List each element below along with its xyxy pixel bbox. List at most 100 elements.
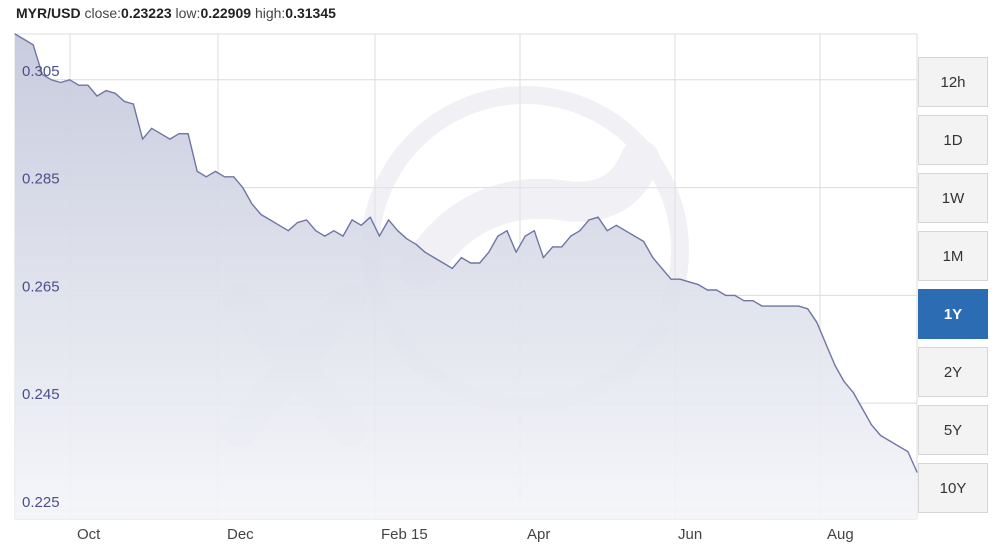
data-point — [843, 381, 845, 383]
data-point — [588, 219, 590, 221]
data-point — [169, 138, 171, 140]
data-point — [670, 278, 672, 280]
range-button-5y[interactable]: 5Y — [918, 405, 988, 455]
data-point — [579, 230, 581, 232]
data-point — [123, 100, 125, 102]
close-value: 0.23223 — [121, 5, 172, 21]
data-point — [825, 343, 827, 345]
data-point — [378, 235, 380, 237]
range-button-1m[interactable]: 1M — [918, 231, 988, 281]
data-point — [351, 219, 353, 221]
x-tick-label: Aug — [827, 526, 854, 543]
data-point — [652, 257, 654, 259]
data-point — [634, 235, 636, 237]
data-point — [415, 243, 417, 245]
data-point — [615, 224, 617, 226]
data-point — [725, 294, 727, 296]
range-button-1y[interactable]: 1Y — [918, 289, 988, 339]
data-point — [880, 434, 882, 437]
currency-pair: MYR/USD — [16, 5, 81, 21]
data-point — [788, 305, 791, 307]
low-value: 0.22909 — [200, 5, 252, 21]
data-point — [861, 407, 863, 410]
data-point — [433, 257, 435, 259]
range-selector: 12h 1D 1W 1M 1Y 2Y 5Y 10Y — [918, 57, 990, 521]
y-tick-label: 0.265 — [22, 278, 60, 295]
y-tick-label: 0.305 — [22, 63, 60, 80]
range-button-1d[interactable]: 1D — [918, 115, 988, 165]
data-point — [561, 246, 563, 248]
data-point — [242, 187, 244, 189]
data-point — [324, 235, 326, 237]
data-point — [60, 81, 62, 84]
data-point — [706, 289, 709, 291]
series-area — [14, 33, 918, 519]
data-point — [388, 219, 390, 221]
y-tick-label: 0.245 — [22, 386, 60, 403]
high-label: high: — [254, 5, 286, 21]
x-tick-label: Jun — [678, 526, 702, 543]
range-button-12h[interactable]: 12h — [918, 57, 988, 107]
data-point — [460, 257, 462, 259]
range-button-1w[interactable]: 1W — [918, 173, 988, 223]
data-point — [716, 289, 718, 291]
data-point — [32, 44, 34, 46]
data-point — [369, 216, 371, 218]
data-point — [515, 251, 517, 253]
data-point — [506, 230, 508, 232]
data-point — [151, 127, 153, 129]
data-point — [852, 391, 854, 393]
data-point — [533, 230, 535, 232]
y-tick-label: 0.225 — [22, 494, 60, 511]
data-point — [406, 238, 408, 240]
data-point — [306, 219, 308, 221]
data-point — [397, 230, 399, 232]
data-point — [870, 424, 873, 426]
data-point — [497, 235, 499, 237]
data-point — [552, 246, 554, 248]
data-point — [14, 33, 16, 35]
data-point — [907, 451, 909, 453]
data-point — [96, 95, 98, 97]
data-point — [187, 133, 189, 135]
data-point — [679, 278, 681, 280]
data-point — [251, 203, 253, 205]
data-point — [570, 235, 572, 237]
data-point — [743, 300, 745, 302]
data-point — [87, 84, 89, 86]
data-point — [524, 235, 526, 237]
low-label: low: — [175, 5, 201, 21]
y-axis-ticks: 0.305 0.285 0.265 0.245 0.225 — [22, 63, 60, 511]
data-point — [78, 84, 80, 86]
data-point — [597, 216, 599, 218]
data-point — [105, 90, 107, 92]
x-tick-label: Oct — [77, 526, 101, 543]
data-point — [205, 176, 207, 178]
data-point — [214, 170, 216, 172]
data-point — [178, 133, 180, 135]
data-point — [451, 267, 453, 269]
x-axis-ticks: Oct Dec Feb 15 Apr Jun Aug — [77, 526, 854, 543]
chart-header: MYR/USD close:0.23223 low:0.22909 high:0… — [16, 5, 336, 21]
data-point — [643, 240, 645, 243]
data-point — [442, 262, 444, 264]
data-point — [770, 305, 772, 307]
data-point — [752, 300, 754, 302]
data-point — [360, 224, 362, 226]
data-point — [734, 294, 736, 296]
data-point — [488, 251, 490, 253]
range-button-10y[interactable]: 10Y — [918, 463, 988, 513]
data-point — [41, 73, 43, 75]
data-point — [688, 281, 690, 283]
x-tick-label: Feb 15 — [381, 526, 428, 543]
data-point — [269, 219, 271, 221]
y-tick-label: 0.285 — [22, 171, 60, 188]
data-point — [798, 305, 800, 307]
data-point — [50, 79, 53, 81]
data-point — [260, 213, 262, 216]
data-point — [333, 230, 335, 232]
data-point — [479, 262, 481, 264]
data-point — [779, 305, 781, 307]
range-button-2y[interactable]: 2Y — [918, 347, 988, 397]
